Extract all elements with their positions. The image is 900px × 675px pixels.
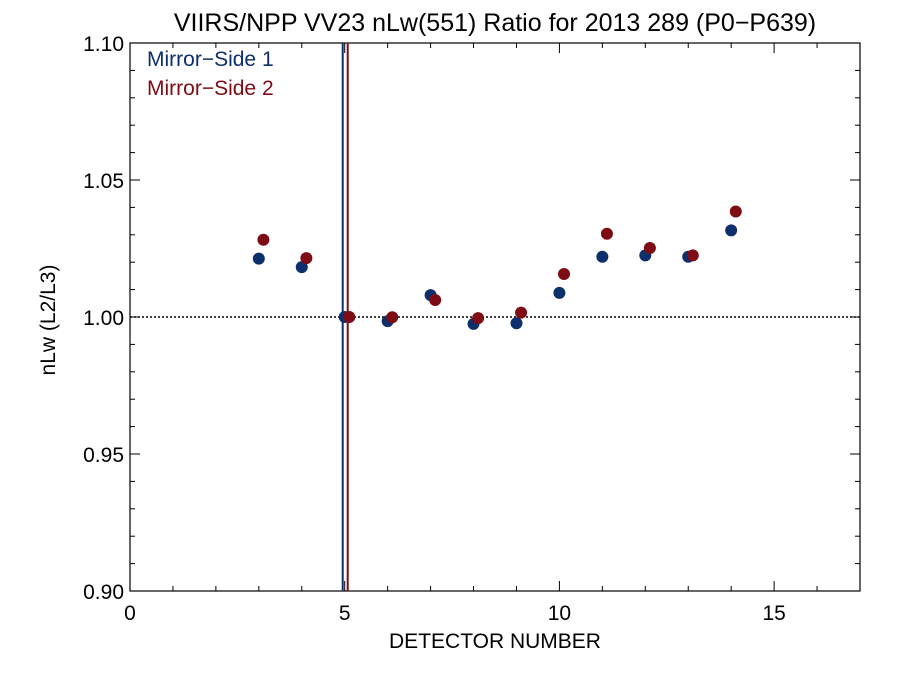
- y-tick-label: 1.05: [83, 170, 124, 193]
- series-1-point: [725, 224, 738, 237]
- chart-title: VIIRS/NPP VV23 nLw(551) Ratio for 2013 2…: [174, 9, 816, 37]
- y-tick-label: 1.10: [83, 33, 124, 56]
- series-1-point: [596, 250, 609, 263]
- series-2-point: [472, 312, 485, 325]
- x-tick-label: 10: [548, 602, 571, 625]
- series-2-point: [558, 267, 571, 280]
- series-1-point: [252, 252, 265, 265]
- y-tick-label: 0.90: [83, 581, 124, 604]
- series-2-point: [600, 227, 613, 240]
- x-tick-label: 15: [762, 602, 785, 625]
- series-2-point: [257, 233, 270, 246]
- x-axis-label: DETECTOR NUMBER: [389, 630, 601, 653]
- series-2-point: [515, 306, 528, 319]
- plot-area: 0 5 10 15 0.90 0.95 1.00 1.05 1.10: [83, 33, 861, 625]
- series-2-point: [343, 311, 356, 323]
- x-tick-label: 0: [124, 602, 136, 625]
- series-2-point: [729, 205, 742, 218]
- series-2-point: [686, 249, 699, 262]
- y-tick-label: 0.95: [83, 444, 124, 467]
- legend-entry-mirror-side-1: Mirror−Side 1: [147, 48, 274, 71]
- series-1-point: [553, 286, 566, 299]
- series-2-point: [643, 241, 656, 254]
- x-tick-label: 5: [339, 602, 351, 625]
- y-tick-label: 1.00: [83, 307, 124, 330]
- legend: Mirror−Side 1 Mirror−Side 2: [147, 48, 274, 100]
- series-2-point: [300, 252, 313, 265]
- series-2-point: [386, 311, 399, 324]
- series-2-point: [429, 294, 442, 307]
- legend-entry-mirror-side-2: Mirror−Side 2: [147, 77, 274, 100]
- y-axis-label: nLw (L2/L3): [37, 265, 60, 376]
- series-1-point: [295, 261, 308, 274]
- series-1-point: [510, 317, 523, 330]
